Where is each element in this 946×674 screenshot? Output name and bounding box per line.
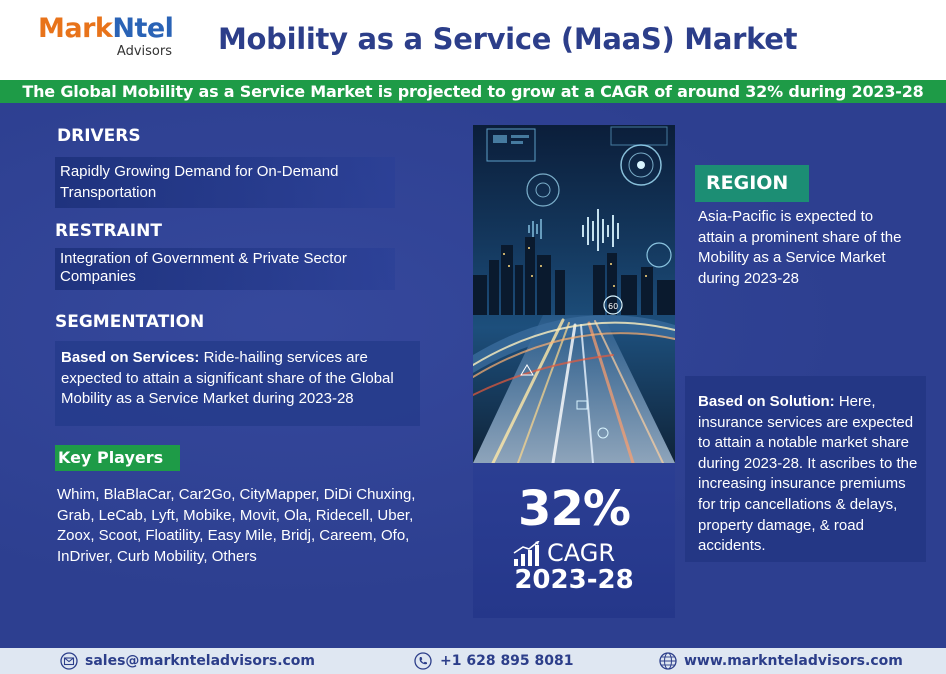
footer: sales@marknteladvisors.com +1 628 895 80…	[0, 648, 946, 674]
region-text: Asia-Pacific is expected to attain a pro…	[698, 208, 902, 287]
segmentation-box: Based on Services: Ride-hailing services…	[55, 341, 420, 426]
logo-wordmark: MarkNtel	[38, 14, 178, 44]
cagr-label: CAGR	[547, 539, 616, 567]
footer-phone[interactable]: +1 628 895 8081	[440, 653, 574, 669]
main-panel: DRIVERS Rapidly Growing Demand for On-De…	[0, 103, 946, 648]
cagr-banner: The Global Mobility as a Service Market …	[0, 80, 946, 103]
drivers-text: Rapidly Growing Demand for On-Demand Tra…	[60, 163, 339, 201]
drivers-heading: DRIVERS	[57, 126, 141, 146]
logo-subtitle: Advisors	[116, 44, 172, 59]
drivers-box: Rapidly Growing Demand for On-Demand Tra…	[55, 157, 395, 208]
smart-city-highway-image: 60	[473, 125, 675, 463]
region-heading: REGION	[695, 165, 809, 202]
key-players-heading: Key Players	[55, 445, 180, 471]
page-title: Mobility as a Service (MaaS) Market	[218, 22, 798, 56]
segmentation-text: Ride-hailing services are expected to at…	[61, 349, 394, 407]
restraint-text: Integration of Government & Private Sect…	[60, 250, 347, 285]
segmentation-bold: Based on Services:	[61, 349, 200, 366]
mail-icon	[60, 652, 78, 670]
header: MarkNtel Advisors Mobility as a Service …	[0, 0, 946, 80]
restraint-box: Integration of Government & Private Sect…	[55, 248, 395, 290]
cagr-box: 32% CAGR 2023-28	[473, 463, 675, 618]
marknteladvisors-logo[interactable]: MarkNtel Advisors	[38, 14, 178, 66]
footer-website[interactable]: www.marknteladvisors.com	[684, 653, 903, 669]
restraint-heading: RESTRAINT	[55, 221, 162, 241]
solution-text: Here, insurance services are expected to…	[698, 393, 918, 555]
bar-chart-growth-icon	[513, 541, 540, 566]
phone-icon	[414, 652, 432, 670]
key-players-list: Whim, BlaBlaCar, Car2Go, CityMapper, DiD…	[57, 486, 416, 565]
cagr-years: 2023-28	[514, 565, 634, 595]
cagr-value: 32%	[518, 481, 631, 537]
speed-badge: 60	[608, 302, 618, 311]
city-traffic-illustration: 60	[473, 125, 675, 463]
globe-icon	[659, 652, 677, 670]
logo-mark-text: Mark	[38, 13, 113, 44]
segmentation-heading: SEGMENTATION	[55, 312, 205, 332]
solution-text-block: Based on Solution: Here, insurance servi…	[698, 392, 926, 557]
logo-ntel-text: Ntel	[112, 13, 174, 44]
footer-email[interactable]: sales@marknteladvisors.com	[85, 653, 316, 669]
solution-box	[685, 376, 926, 562]
solution-bold: Based on Solution:	[698, 393, 835, 410]
